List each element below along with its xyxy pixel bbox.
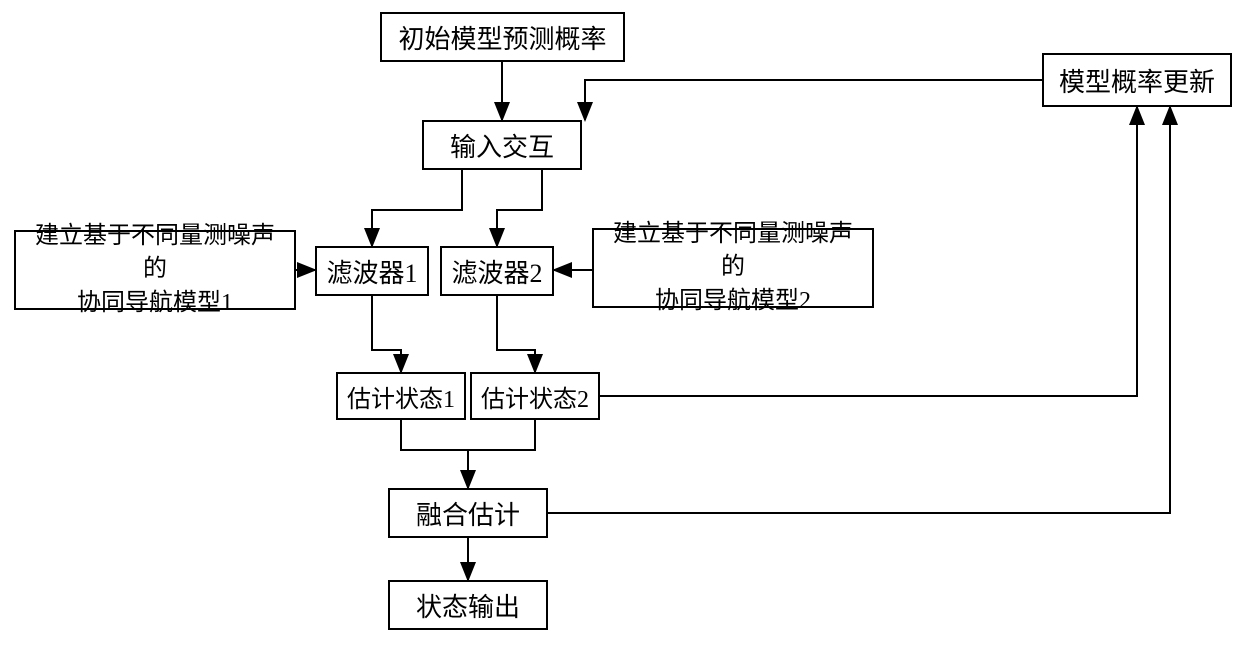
node-label: 模型概率更新 (1059, 62, 1215, 99)
edge (497, 296, 535, 372)
node-label: 状态输出 (416, 587, 520, 624)
node-model-update: 模型概率更新 (1042, 53, 1232, 107)
node-label: 估计状态1 (347, 379, 455, 414)
node-model1: 建立基于不同量测噪声的 协同导航模型1 (14, 230, 296, 310)
node-output: 状态输出 (388, 580, 548, 630)
node-fusion: 融合估计 (388, 488, 548, 538)
node-state1: 估计状态1 (336, 372, 466, 420)
node-label: 估计状态2 (481, 379, 589, 414)
node-input-interaction: 输入交互 (422, 120, 582, 170)
node-filter1: 滤波器1 (315, 246, 429, 296)
node-label: 输入交互 (450, 127, 554, 164)
node-label: 建立基于不同量测噪声的 协同导航模型2 (602, 218, 864, 319)
node-label: 滤波器1 (326, 253, 417, 290)
node-filter2: 滤波器2 (440, 246, 554, 296)
node-label: 融合估计 (416, 495, 520, 532)
node-state2: 估计状态2 (470, 372, 600, 420)
node-label: 建立基于不同量测噪声的 协同导航模型1 (24, 220, 286, 321)
node-label: 初始模型预测概率 (398, 19, 606, 56)
edge (372, 170, 462, 246)
edge (585, 80, 1042, 120)
edge (401, 420, 468, 450)
node-label: 滤波器2 (451, 253, 542, 290)
node-init-prob: 初始模型预测概率 (380, 12, 625, 62)
edge (497, 170, 542, 246)
edge (468, 420, 535, 488)
edge (372, 296, 401, 372)
node-model2: 建立基于不同量测噪声的 协同导航模型2 (592, 228, 874, 308)
